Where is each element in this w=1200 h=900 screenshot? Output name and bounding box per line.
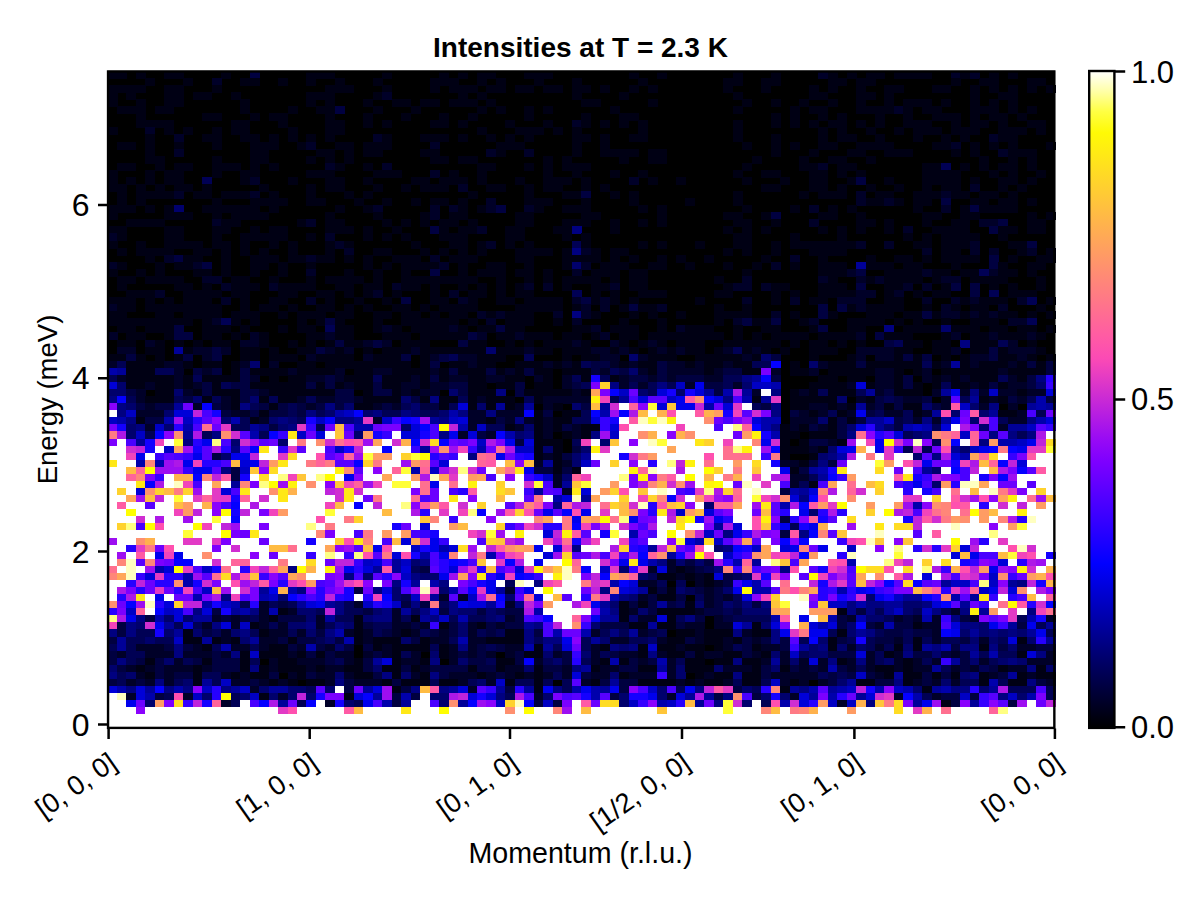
svg-text:[0, 0, 0]: [0, 0, 0] [976, 746, 1068, 824]
svg-text:Momentum (r.l.u.): Momentum (r.l.u.) [468, 837, 692, 869]
svg-text:[1, 0, 0]: [1, 0, 0] [231, 746, 323, 824]
svg-text:6: 6 [72, 187, 90, 223]
svg-text:Energy (meV): Energy (meV) [32, 315, 63, 485]
svg-text:1.0: 1.0 [1131, 55, 1174, 90]
svg-text:4: 4 [72, 360, 90, 396]
svg-text:Intensities at T = 2.3 K: Intensities at T = 2.3 K [433, 32, 728, 63]
svg-text:0.5: 0.5 [1131, 382, 1174, 417]
svg-text:0: 0 [72, 707, 90, 743]
svg-text:2: 2 [72, 534, 90, 570]
svg-text:[0, 1, 0]: [0, 1, 0] [775, 746, 867, 824]
svg-text:[1/2, 0, 0]: [1/2, 0, 0] [584, 746, 695, 837]
svg-text:0.0: 0.0 [1131, 710, 1174, 745]
svg-text:[0, 0, 0]: [0, 0, 0] [29, 746, 121, 824]
svg-text:[0, 1, 0]: [0, 1, 0] [431, 746, 523, 824]
